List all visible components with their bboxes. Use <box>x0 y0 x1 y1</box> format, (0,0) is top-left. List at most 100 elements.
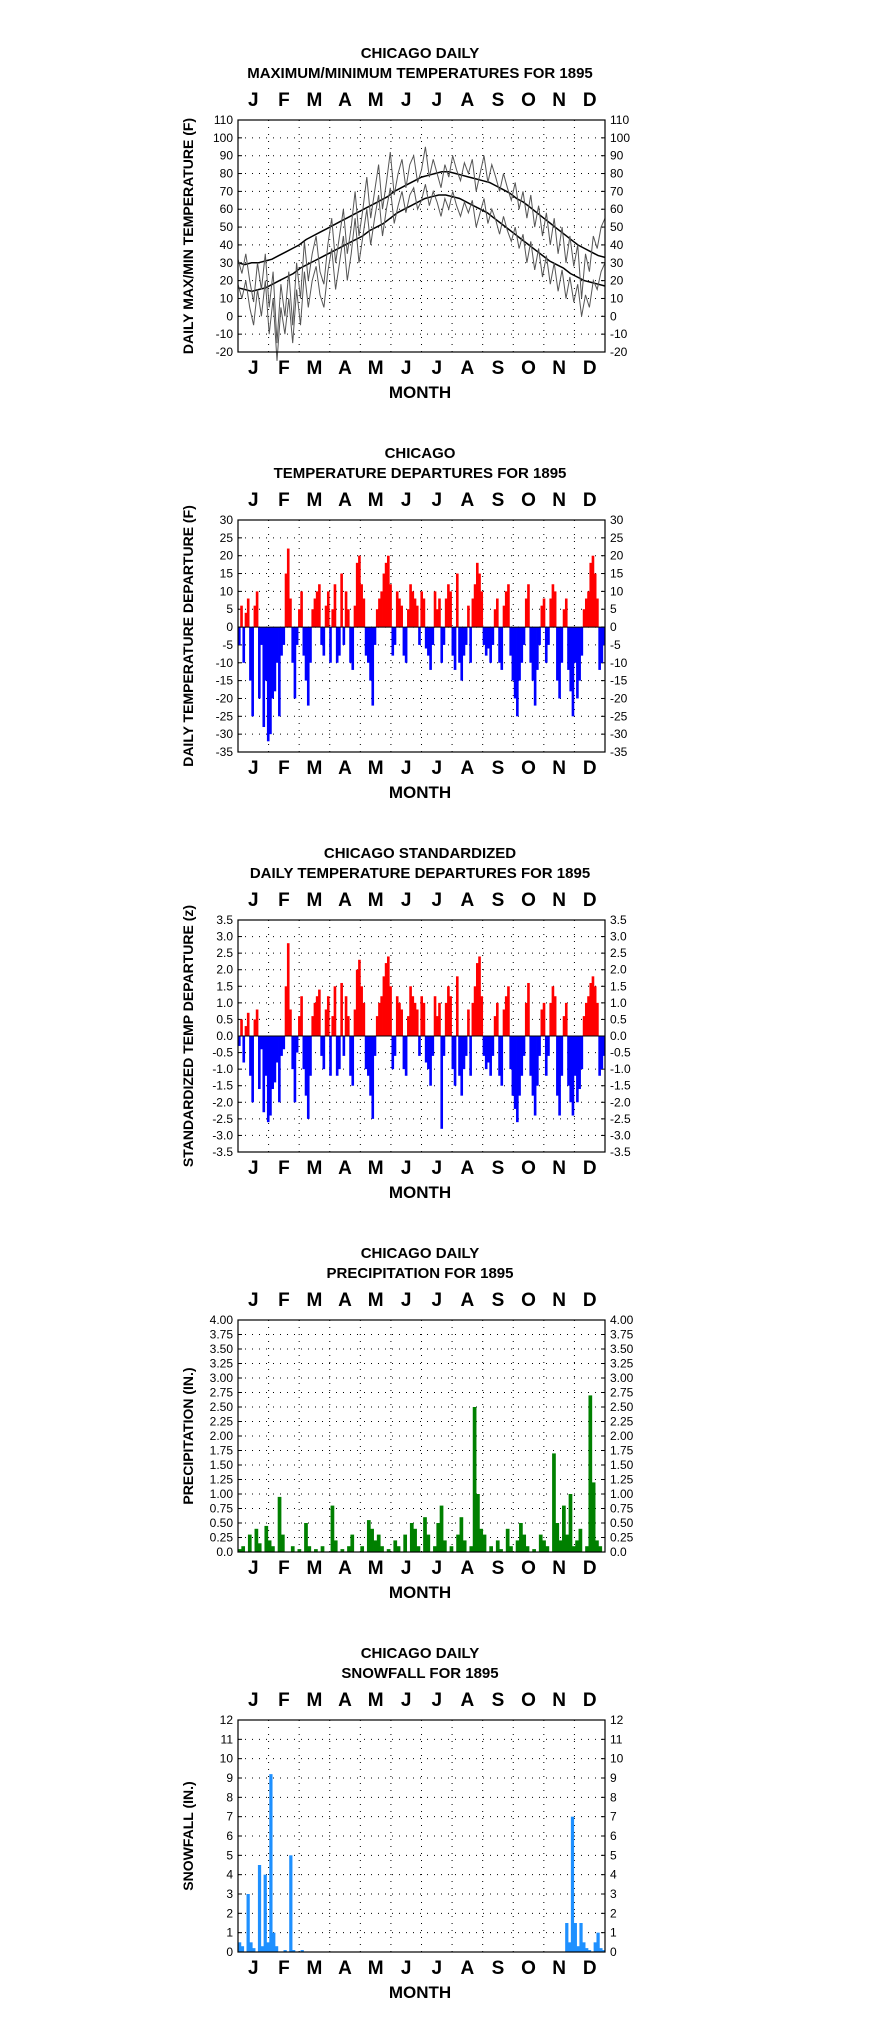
y-tick-left: -0.5 <box>212 1046 233 1060</box>
data-bar <box>489 627 492 663</box>
month-label-top: N <box>552 890 566 911</box>
data-marks <box>238 1774 606 1952</box>
data-bar <box>509 1546 513 1552</box>
data-bar <box>420 996 424 1036</box>
data-bar <box>244 1026 248 1036</box>
data-bar <box>282 627 286 645</box>
data-bar <box>346 609 350 628</box>
data-bar <box>298 609 301 628</box>
data-bar <box>511 627 515 681</box>
data-bar <box>306 1036 310 1119</box>
data-bar <box>570 1816 575 1952</box>
data-bar <box>273 627 277 692</box>
data-marks <box>237 146 606 361</box>
data-bar <box>280 627 283 656</box>
y-tick-left: 3.50 <box>210 1342 234 1356</box>
data-bar <box>269 1774 273 1952</box>
data-bar <box>311 1016 315 1036</box>
month-label-top: F <box>278 1690 290 1711</box>
month-label-bottom: F <box>278 758 290 779</box>
month-label-bottom: F <box>278 1958 290 1979</box>
y-tick-right: 25 <box>610 531 624 545</box>
data-bar <box>552 1453 556 1552</box>
data-bar <box>306 627 310 706</box>
month-label-top: J <box>401 890 412 911</box>
y-tick-left: 11 <box>221 1732 234 1746</box>
month-label-bottom: J <box>248 358 259 379</box>
data-bar <box>499 1549 503 1552</box>
data-bar <box>436 1523 441 1552</box>
y-tick-right: 80 <box>610 167 624 181</box>
y-tick-right: -0.5 <box>610 1046 631 1060</box>
data-bar <box>302 1036 306 1070</box>
data-bar <box>418 627 421 645</box>
data-bar <box>358 959 361 1036</box>
data-bar <box>531 627 535 681</box>
month-label-top: O <box>521 1290 536 1311</box>
data-bar <box>427 627 430 656</box>
data-bar <box>373 1540 378 1552</box>
data-bar <box>350 1534 355 1552</box>
data-bar <box>333 986 337 1036</box>
y-tick-right: -30 <box>610 727 628 741</box>
y-tick-right: 30 <box>610 256 624 270</box>
y-tick-right: 0.75 <box>610 1502 634 1516</box>
data-bar <box>362 598 366 628</box>
data-bar <box>298 1016 301 1036</box>
y-tick-left: -15 <box>216 674 234 688</box>
month-label-top: N <box>552 90 566 111</box>
y-tick-left: 10 <box>220 291 234 305</box>
y-tick-right: 20 <box>610 274 624 288</box>
data-bar <box>360 986 363 1036</box>
chart-3: CHICAGO STANDARDIZED DAILY TEMPERATURE DE… <box>180 845 631 1202</box>
month-label-bottom: S <box>492 758 505 779</box>
data-bar <box>291 1036 294 1070</box>
data-bar <box>598 627 601 670</box>
data-bar <box>582 609 586 628</box>
y-tick-left: 1.00 <box>210 1487 234 1501</box>
data-bar <box>283 1950 287 1952</box>
month-label-top: J <box>401 490 412 511</box>
data-bar <box>335 1036 339 1076</box>
y-tick-left: -2.5 <box>212 1112 233 1126</box>
data-bar <box>404 1036 408 1076</box>
data-bar <box>571 1036 575 1116</box>
month-label-top: N <box>552 1290 566 1311</box>
data-bar <box>471 598 475 628</box>
month-label-bottom: J <box>401 1158 412 1179</box>
data-bar <box>442 1540 447 1552</box>
data-bar <box>240 605 243 628</box>
data-bar <box>595 1540 599 1552</box>
y-tick-right: 4.00 <box>610 1313 634 1327</box>
data-bar <box>549 598 553 628</box>
data-bar <box>338 1036 341 1070</box>
month-label-top: O <box>521 90 536 111</box>
data-bar <box>591 555 595 628</box>
y-tick-left: -1.5 <box>212 1079 233 1093</box>
data-bar <box>295 627 299 645</box>
data-bar <box>542 1540 546 1552</box>
data-bar <box>449 996 452 1036</box>
month-label-top: F <box>278 490 290 511</box>
data-bar <box>431 1036 435 1056</box>
month-label-top: J <box>401 1290 412 1311</box>
month-label-bottom: J <box>248 1958 259 1979</box>
y-tick-left: 2.75 <box>210 1386 234 1400</box>
data-bar <box>346 1016 350 1036</box>
y-tick-right: 10 <box>610 291 624 305</box>
month-label-bottom: M <box>307 1958 323 1979</box>
data-bar <box>471 1002 475 1036</box>
data-bar <box>439 1505 444 1552</box>
data-bar <box>444 1002 448 1036</box>
month-label-top: J <box>248 890 259 911</box>
data-bar <box>409 986 412 1036</box>
month-label-bottom: J <box>248 1558 259 1579</box>
data-bar <box>249 627 252 681</box>
data-bar <box>266 627 270 742</box>
data-bar <box>355 562 359 628</box>
data-bar <box>504 996 508 1036</box>
data-bar <box>459 1517 464 1552</box>
y-tick-left: 3.75 <box>210 1328 234 1342</box>
month-label-top: J <box>432 90 443 111</box>
